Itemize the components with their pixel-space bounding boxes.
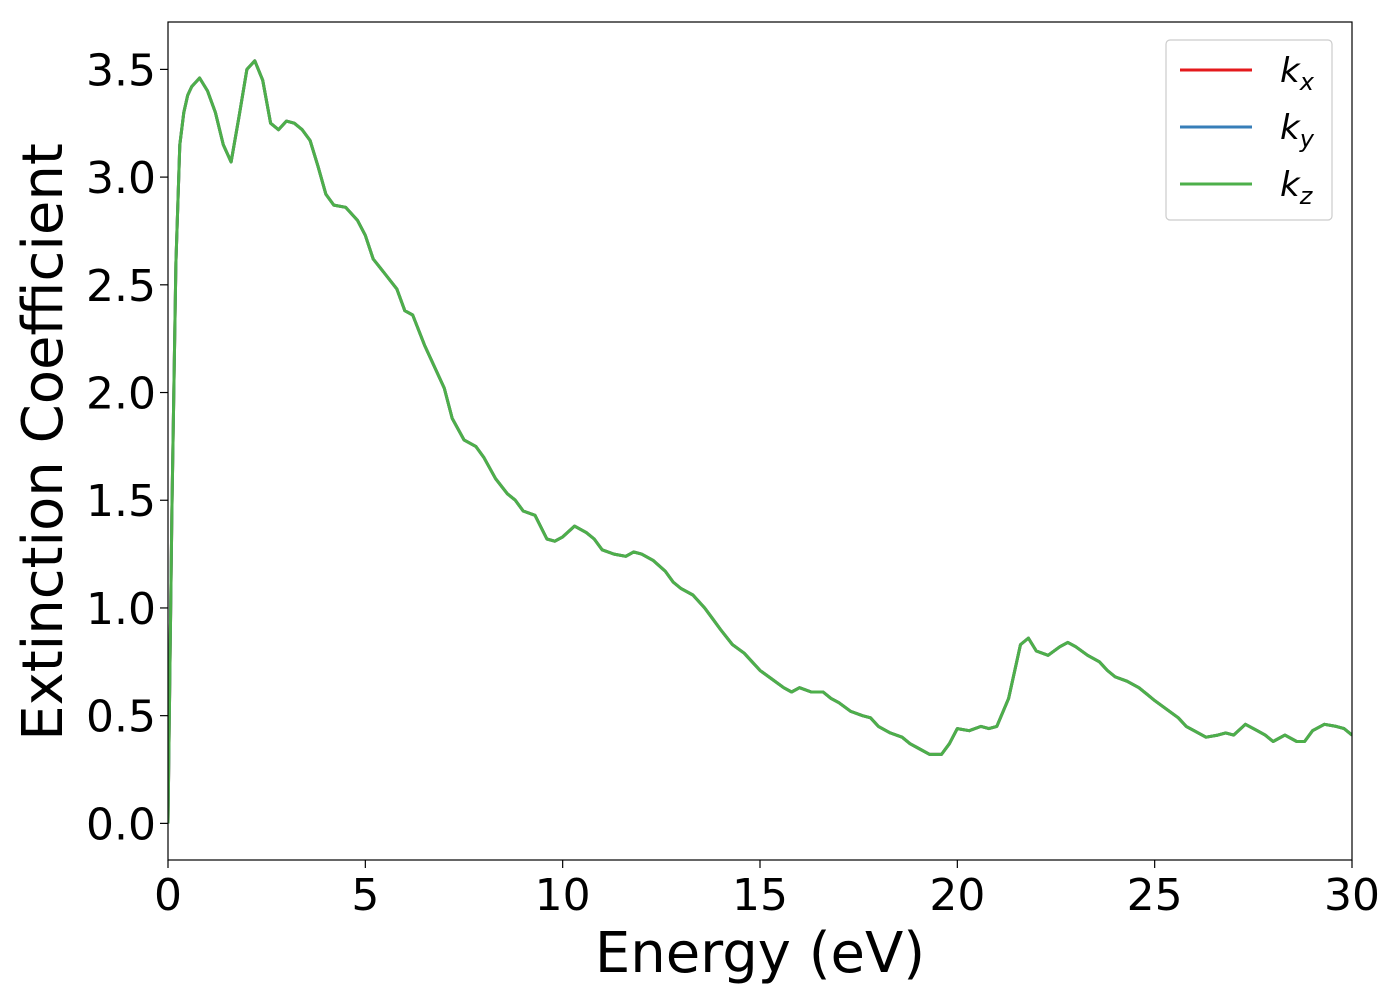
y-tick-label: 3.0 bbox=[86, 153, 156, 204]
x-tick-label: 20 bbox=[929, 870, 985, 921]
y-tick-label: 2.0 bbox=[86, 369, 156, 420]
y-axis-title: Extinction Coefficient bbox=[11, 143, 76, 741]
y-tick-label: 3.5 bbox=[86, 45, 156, 96]
plot-area bbox=[168, 59, 1352, 824]
y-tick-label: 1.5 bbox=[86, 476, 156, 527]
axes: 0 5 10 15 20 25 30 0.0 0.5 1.0 1.5 2.0 2.5 3.0 3.5 bbox=[86, 21, 1380, 921]
y-tick-label: 1.0 bbox=[86, 584, 156, 635]
legend: kx ky kz bbox=[1165, 39, 1333, 221]
y-tick-label: 2.5 bbox=[86, 261, 156, 312]
series-line-kz bbox=[168, 59, 1352, 824]
x-tick-label: 10 bbox=[535, 870, 591, 921]
legend-label-kz: kz bbox=[1280, 165, 1314, 210]
y-tick-label: 0.5 bbox=[86, 692, 156, 743]
x-tick-label: 15 bbox=[732, 870, 788, 921]
x-tick-label: 30 bbox=[1324, 870, 1380, 921]
x-axis-title: Energy (eV) bbox=[595, 921, 925, 986]
x-tick-label: 0 bbox=[154, 870, 182, 921]
x-tick-label: 5 bbox=[351, 870, 379, 921]
legend-label-kx: kx bbox=[1280, 51, 1315, 96]
x-tick-label: 25 bbox=[1127, 870, 1183, 921]
y-tick-label: 0.0 bbox=[86, 799, 156, 850]
legend-box bbox=[1165, 39, 1333, 221]
legend-label-ky: ky bbox=[1280, 108, 1315, 153]
